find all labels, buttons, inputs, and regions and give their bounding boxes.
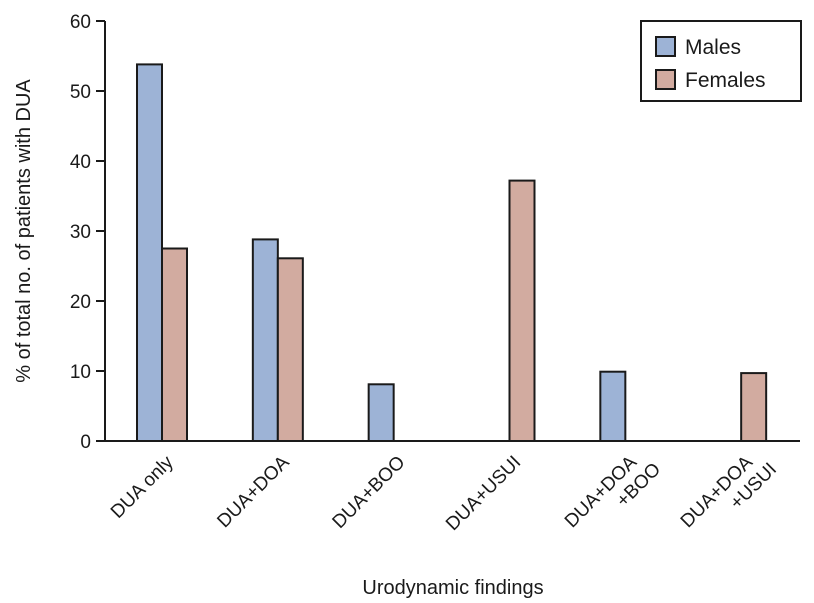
- y-tick-label: 0: [80, 432, 91, 453]
- legend-swatch-males: [655, 36, 676, 57]
- x-tick-label: DUA+BOO: [329, 452, 410, 533]
- legend: Males Females: [640, 20, 802, 102]
- x-tick-label-group: DUA+BOO: [329, 452, 410, 533]
- x-tick-label: DUA only: [107, 452, 178, 523]
- x-tick-label: DUA+DOA: [213, 452, 293, 532]
- y-tick-label: 60: [70, 12, 91, 33]
- x-tick-label-group: DUA+DOA+USUI: [677, 452, 781, 532]
- y-tick-label: 30: [70, 222, 91, 243]
- bar-males-2: [367, 383, 395, 442]
- legend-label-females: Females: [685, 69, 766, 92]
- legend-box: [640, 20, 802, 102]
- legend-swatch-females: [655, 69, 676, 90]
- bar-females-0: [161, 247, 188, 442]
- x-tick-label: DUA+USUI: [442, 452, 525, 535]
- bar-males-4: [599, 370, 627, 443]
- bar-females-3: [508, 179, 536, 442]
- bar-females-5: [740, 372, 768, 443]
- bars: [136, 63, 768, 443]
- y-tick-label: 10: [70, 362, 91, 383]
- y-tick-label: 40: [70, 152, 91, 173]
- bar-males-0: [136, 63, 163, 443]
- x-tick-label-group: DUA only: [107, 452, 178, 523]
- x-tick-label-group: DUA+DOA: [213, 452, 293, 532]
- x-tick-label-group: DUA+DOA+BOO: [561, 452, 665, 532]
- y-tick-label: 20: [70, 292, 91, 313]
- bar-females-1: [276, 257, 304, 442]
- y-axis-title: % of total no. of patients with DUA: [13, 79, 35, 383]
- bar-males-1: [251, 238, 279, 442]
- axes: [96, 20, 800, 442]
- x-tick-label-group: DUA+USUI: [442, 452, 525, 535]
- y-tick-label: 50: [70, 82, 91, 103]
- x-axis-title: Urodynamic findings: [362, 577, 543, 599]
- legend-label-males: Males: [685, 36, 741, 59]
